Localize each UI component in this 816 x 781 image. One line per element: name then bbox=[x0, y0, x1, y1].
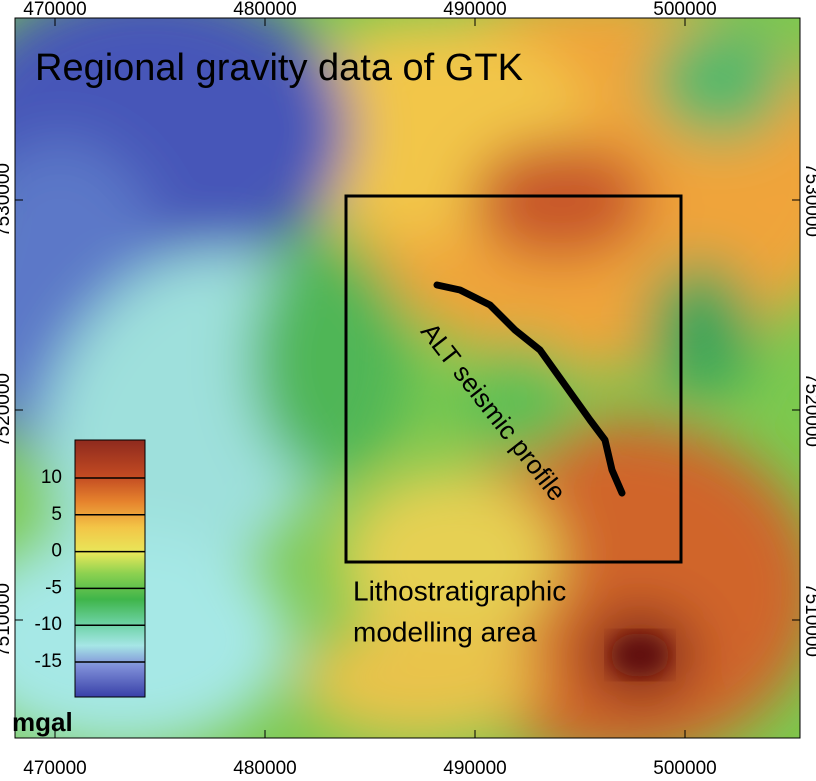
y-tick-label: 7530000 bbox=[801, 163, 816, 237]
y-tick-label: 7530000 bbox=[0, 163, 14, 237]
area-label: Lithostratigraphic bbox=[353, 575, 566, 606]
colorbar-unit: mgal bbox=[12, 707, 73, 737]
colorbar-label: -5 bbox=[45, 577, 62, 598]
x-tick-label: 490000 bbox=[443, 758, 506, 779]
y-tick-label: 7510000 bbox=[0, 583, 14, 657]
map: Regional gravity data of GTK ALT seismic… bbox=[0, 0, 816, 781]
colorbar-label: 5 bbox=[51, 504, 62, 525]
x-tick-label: 480000 bbox=[233, 758, 296, 779]
y-tick-label: 7520000 bbox=[0, 373, 14, 447]
y-tick-label: 7510000 bbox=[801, 583, 816, 657]
x-tick-label: 470000 bbox=[23, 0, 86, 20]
x-tick-label: 470000 bbox=[23, 758, 86, 779]
colorbar-label: 0 bbox=[51, 541, 62, 562]
colorbar-label: -10 bbox=[35, 614, 62, 635]
y-tick-label: 7520000 bbox=[801, 373, 816, 447]
x-tick-label: 500000 bbox=[653, 0, 716, 20]
x-tick-label: 500000 bbox=[653, 758, 716, 779]
colorbar-label: -15 bbox=[35, 651, 62, 672]
x-tick-label: 480000 bbox=[233, 0, 296, 20]
colorbar-label: 10 bbox=[41, 467, 62, 488]
map-title: Regional gravity data of GTK bbox=[35, 47, 523, 89]
area-label: modelling area bbox=[353, 616, 537, 647]
x-tick-label: 490000 bbox=[443, 0, 506, 20]
